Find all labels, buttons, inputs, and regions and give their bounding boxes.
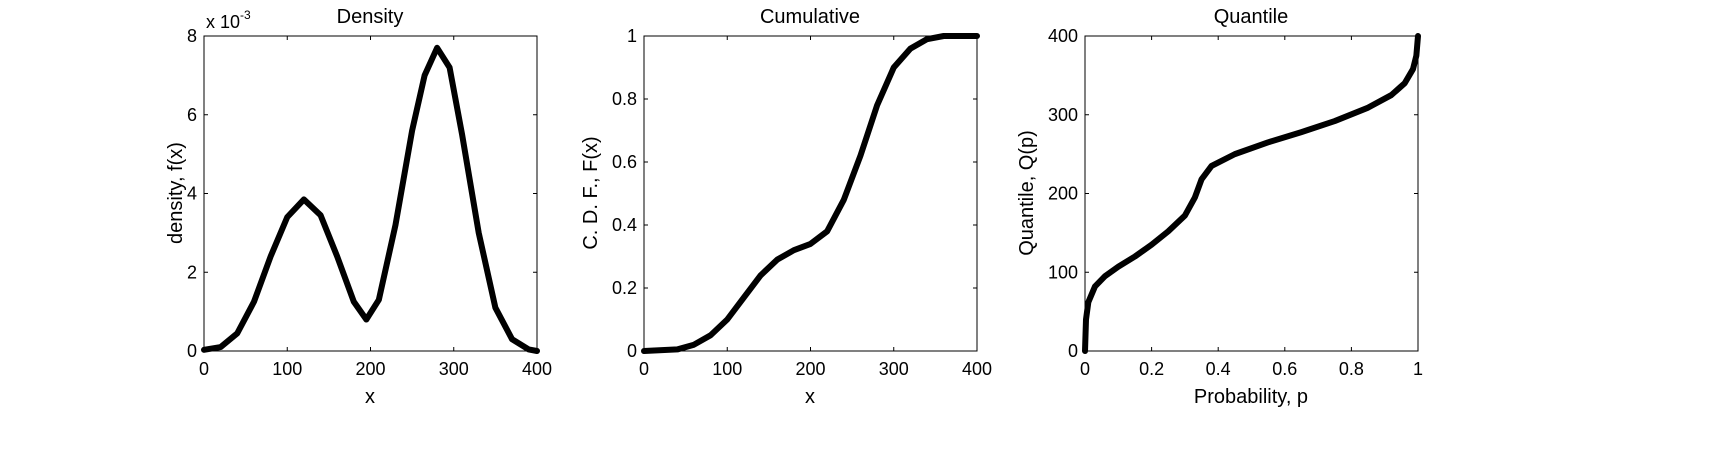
y-axis-label: C. D. F., F(x) — [580, 136, 602, 249]
x-axis-label: x — [805, 386, 815, 408]
x-tick-label: 0 — [199, 359, 209, 379]
y-tick-label: 8 — [187, 26, 197, 46]
y-tick-label: 0.2 — [612, 278, 637, 298]
x-tick-label: 0 — [639, 359, 649, 379]
y-tick-label: 0.6 — [612, 152, 637, 172]
x-tick-label: 400 — [522, 359, 552, 379]
x-tick-label: 200 — [795, 359, 825, 379]
x-tick-label: 100 — [272, 359, 302, 379]
x-tick-label: 300 — [879, 359, 909, 379]
x-tick-label: 0 — [1080, 359, 1090, 379]
x-axis-label: x — [365, 386, 375, 408]
plot-area-frame — [643, 35, 978, 352]
x-axis-label: Probability, p — [1194, 386, 1308, 408]
y-tick-label: 300 — [1048, 105, 1078, 125]
y-tick-label: 6 — [187, 105, 197, 125]
y-axis-label: Quantile, Q(p) — [1016, 130, 1038, 256]
y-tick-label: 200 — [1048, 184, 1078, 204]
y-tick-label: 4 — [187, 184, 197, 204]
x-tick-label: 0.4 — [1206, 359, 1231, 379]
y-tick-label: 2 — [187, 262, 197, 282]
chart-title: Density — [337, 6, 404, 28]
y-multiplier-label: x 10-3 — [206, 8, 251, 32]
y-tick-label: 0.8 — [612, 89, 637, 109]
y-tick-label: 400 — [1048, 26, 1078, 46]
x-tick-label: 0.2 — [1139, 359, 1164, 379]
y-multiplier-base: x 10 — [206, 12, 240, 32]
x-tick-label: 200 — [355, 359, 385, 379]
y-tick-label: 0.4 — [612, 215, 637, 235]
series-line — [201, 44, 540, 354]
x-tick-label: 0.8 — [1339, 359, 1364, 379]
y-axis-label: density, f(x) — [165, 142, 187, 244]
chart-title: Cumulative — [760, 6, 860, 28]
y-tick-label: 0 — [187, 341, 197, 361]
y-multiplier-exponent: -3 — [240, 8, 251, 22]
plot-area-frame — [1084, 35, 1419, 352]
y-tick-label: 0 — [627, 341, 637, 361]
x-tick-label: 100 — [712, 359, 742, 379]
chart-title: Quantile — [1214, 6, 1289, 28]
cumulative-chart-panel: Cumulative x C. D. F., F(x) 0 100 200 300 40… — [580, 6, 992, 408]
y-tick-label: 0 — [1068, 341, 1078, 361]
x-tick-label: 400 — [962, 359, 992, 379]
x-tick-label: 300 — [439, 359, 469, 379]
series-line — [641, 33, 980, 354]
y-tick-label: 1 — [627, 26, 637, 46]
density-chart-panel: Density x 10-3 x density, f(x) 0 100 200 30… — [165, 6, 552, 408]
x-tick-label: 0.6 — [1272, 359, 1297, 379]
x-tick-label: 1 — [1413, 359, 1423, 379]
y-tick-label: 100 — [1048, 262, 1078, 282]
series-line — [1082, 33, 1421, 354]
quantile-chart-panel: Quantile Probability, p Quantile, Q(p) 0… — [1016, 6, 1423, 408]
